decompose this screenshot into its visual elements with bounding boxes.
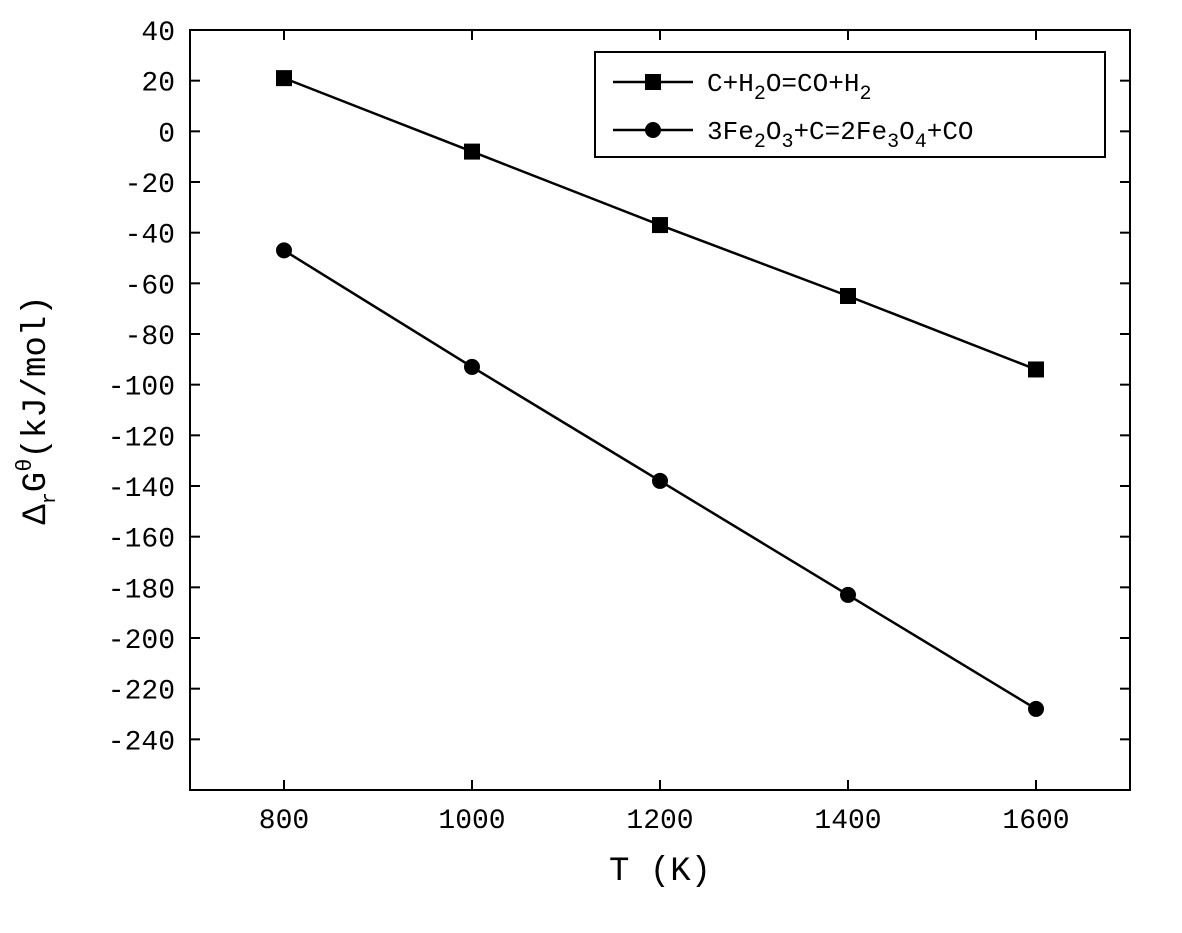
legend-marker-square (645, 74, 661, 90)
marker-square (652, 217, 668, 233)
x-tick-label: 1200 (626, 806, 693, 837)
y-tick-label: -60 (125, 271, 175, 302)
y-tick-label: -100 (108, 373, 175, 404)
x-tick-label: 1000 (438, 806, 505, 837)
marker-square (464, 144, 480, 160)
y-tick-label: -40 (125, 221, 175, 252)
y-tick-label: -200 (108, 626, 175, 657)
y-tick-label: -180 (108, 575, 175, 606)
y-tick-label: 20 (141, 69, 175, 100)
y-tick-label: -80 (125, 322, 175, 353)
y-tick-label: -240 (108, 727, 175, 758)
marker-circle (464, 359, 480, 375)
x-axis-label: T (K) (609, 853, 711, 891)
marker-square (1028, 361, 1044, 377)
marker-circle (276, 242, 292, 258)
y-tick-label: 40 (141, 18, 175, 49)
marker-circle (652, 473, 668, 489)
y-tick-label: -220 (108, 677, 175, 708)
legend-marker-circle (645, 122, 661, 138)
y-tick-label: -140 (108, 474, 175, 505)
y-tick-label: -20 (125, 170, 175, 201)
marker-square (276, 70, 292, 86)
chart-svg: 8001000120014001600-240-220-200-180-160-… (0, 0, 1182, 933)
marker-circle (1028, 701, 1044, 717)
marker-circle (840, 587, 856, 603)
x-tick-label: 800 (259, 806, 309, 837)
x-tick-label: 1600 (1002, 806, 1069, 837)
chart-container: 8001000120014001600-240-220-200-180-160-… (0, 0, 1182, 933)
y-tick-label: -160 (108, 525, 175, 556)
y-axis-label: ΔrGθ(kJ/mol) (13, 295, 62, 524)
y-tick-label: -120 (108, 423, 175, 454)
marker-square (840, 288, 856, 304)
y-tick-label: 0 (158, 119, 175, 150)
x-tick-label: 1400 (814, 806, 881, 837)
